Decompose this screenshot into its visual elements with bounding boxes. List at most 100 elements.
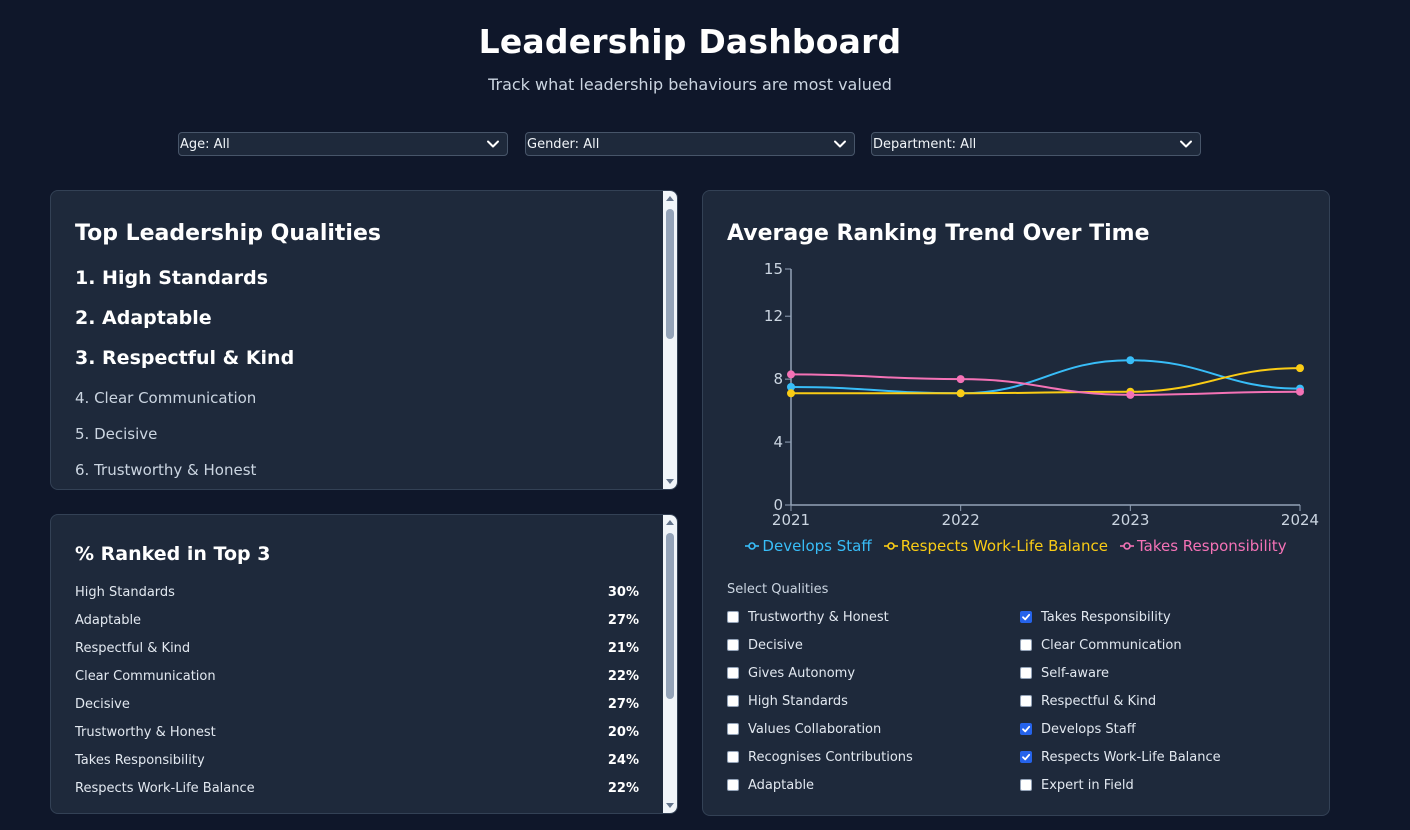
checkbox-unchecked-icon[interactable] [1020, 667, 1032, 679]
percent-value: 22% [607, 781, 639, 796]
percent-value: 20% [607, 725, 639, 740]
percent-value: 27% [607, 613, 639, 628]
quality-checkbox[interactable]: High Standards [727, 687, 1020, 715]
quality-name: Respects Work-Life Balance [75, 781, 255, 796]
quality-checkbox[interactable]: Takes Responsibility [1020, 603, 1280, 631]
quality-checkbox-label: Develops Staff [1041, 721, 1136, 737]
legend-item[interactable]: Respects Work-Life Balance [883, 537, 1108, 555]
quality-checkbox-label: Takes Responsibility [1041, 609, 1171, 625]
trend-title: Average Ranking Trend Over Time [727, 221, 1150, 246]
quality-checkbox-label: Adaptable [748, 777, 815, 793]
list-item: 6. Trustworthy & Honest [75, 461, 257, 479]
checkbox-unchecked-icon[interactable] [727, 667, 739, 679]
y-tick-label: 8 [773, 370, 783, 388]
data-point [787, 389, 795, 398]
scroll-down-icon[interactable] [666, 803, 674, 808]
ranked-top3-card: % Ranked in Top 3 High Standards 30% Adap… [50, 514, 678, 814]
department-filter-select[interactable]: Department: All [871, 132, 1201, 156]
quality-checkbox-label: Decisive [748, 637, 803, 653]
x-tick-label: 2022 [942, 511, 980, 529]
checkbox-unchecked-icon[interactable] [1020, 639, 1032, 651]
checkbox-unchecked-icon[interactable] [727, 611, 739, 623]
quality-checkbox[interactable]: Develops Staff [1020, 715, 1280, 743]
quality-checkbox[interactable]: Self-aware [1020, 659, 1280, 687]
list-item: 5. Decisive [75, 425, 158, 443]
checkbox-unchecked-icon[interactable] [1020, 695, 1032, 707]
ranked-top3-list: High Standards 30% Adaptable 27% Respectfu… [75, 583, 639, 807]
x-tick-label: 2024 [1281, 511, 1319, 529]
checkbox-checked-icon[interactable] [1020, 723, 1032, 735]
legend-item[interactable]: Develops Staff [745, 537, 872, 555]
checkbox-unchecked-icon[interactable] [727, 723, 739, 735]
list-item: 4. Clear Communication [75, 389, 257, 407]
list-item: 2. Adaptable [75, 307, 212, 329]
list-item: 1. High Standards [75, 267, 269, 289]
dashboard-header: Leadership Dashboard Track what leadersh… [0, 22, 1380, 94]
qualities-checkbox-grid: Trustworthy & Honest Takes Responsibility… [727, 603, 1287, 799]
table-row: High Standards 30% [75, 583, 639, 611]
top-qualities-scrollbar[interactable] [663, 191, 677, 489]
quality-checkbox[interactable]: Adaptable [727, 771, 1020, 799]
scroll-up-icon[interactable] [666, 196, 674, 201]
quality-checkbox[interactable]: Decisive [727, 631, 1020, 659]
page-subtitle: Track what leadership behaviours are mos… [488, 75, 892, 94]
gender-filter-select[interactable]: Gender: All [525, 132, 855, 156]
quality-checkbox[interactable]: Expert in Field [1020, 771, 1280, 799]
quality-checkbox[interactable]: Gives Autonomy [727, 659, 1020, 687]
data-point [1296, 364, 1304, 373]
legend-label: Takes Responsibility [1136, 537, 1287, 555]
checkbox-unchecked-icon[interactable] [727, 751, 739, 763]
scroll-down-icon[interactable] [666, 479, 674, 484]
age-filter-select[interactable]: Age: All [178, 132, 508, 156]
checkmark-icon [1022, 725, 1031, 733]
quality-checkbox-label: High Standards [748, 693, 848, 709]
quality-checkbox-label: Recognises Contributions [748, 749, 913, 765]
data-point [956, 389, 965, 398]
data-point [1126, 356, 1135, 365]
quality-name: Decisive [75, 697, 130, 712]
checkbox-unchecked-icon[interactable] [727, 695, 739, 707]
series-line [790, 359, 1301, 395]
series-line [790, 373, 1301, 396]
checkbox-unchecked-icon[interactable] [727, 779, 739, 791]
scrollbar-thumb[interactable] [666, 209, 674, 339]
quality-checkbox-label: Respects Work-Life Balance [1041, 749, 1221, 765]
quality-checkbox[interactable]: Values Collaboration [727, 715, 1020, 743]
checkmark-icon [1022, 753, 1031, 761]
y-tick-label: 0 [773, 496, 783, 514]
quality-checkbox[interactable]: Trustworthy & Honest [727, 603, 1020, 631]
quality-name: High Standards [75, 585, 175, 600]
legend-item[interactable]: Takes Responsibility [1119, 537, 1287, 555]
scrollbar-thumb[interactable] [666, 533, 674, 699]
quality-checkbox[interactable]: Respects Work-Life Balance [1020, 743, 1280, 771]
checkbox-unchecked-icon[interactable] [727, 639, 739, 651]
percent-value: 22% [607, 669, 639, 684]
top-qualities-list: 1. High Standards 2. Adaptable 3. Respec… [75, 265, 667, 489]
quality-checkbox[interactable]: Respectful & Kind [1020, 687, 1280, 715]
quality-checkbox-label: Expert in Field [1041, 777, 1134, 793]
table-row: Clear Communication 22% [75, 667, 639, 695]
chevron-down-icon [1180, 140, 1192, 148]
trend-card: Average Ranking Trend Over Time 0 4 8 12 15 2… [702, 190, 1330, 816]
table-row: Takes Responsibility 24% [75, 751, 639, 779]
legend-line-icon [745, 542, 760, 550]
quality-checkbox[interactable]: Clear Communication [1020, 631, 1280, 659]
ranked-top3-scrollbar[interactable] [663, 515, 677, 813]
legend-label: Respects Work-Life Balance [900, 537, 1108, 555]
chart-legend: Develops Staff Respects Work-Life Balance… [703, 537, 1329, 555]
y-tick-label: 15 [764, 260, 783, 278]
scroll-up-icon[interactable] [666, 520, 674, 525]
quality-name: Takes Responsibility [75, 753, 205, 768]
quality-name: Adaptable [75, 613, 142, 628]
checkbox-unchecked-icon[interactable] [1020, 779, 1032, 791]
checkbox-checked-icon[interactable] [1020, 751, 1032, 763]
legend-label: Develops Staff [762, 537, 872, 555]
legend-line-icon [1119, 542, 1134, 550]
table-row: Decisive 27% [75, 695, 639, 723]
quality-checkbox-label: Self-aware [1041, 665, 1110, 681]
quality-checkbox-label: Trustworthy & Honest [748, 609, 889, 625]
y-tick-label: 4 [773, 433, 783, 451]
select-qualities-label: Select Qualities [727, 582, 829, 597]
quality-checkbox[interactable]: Recognises Contributions [727, 743, 1020, 771]
checkbox-checked-icon[interactable] [1020, 611, 1032, 623]
